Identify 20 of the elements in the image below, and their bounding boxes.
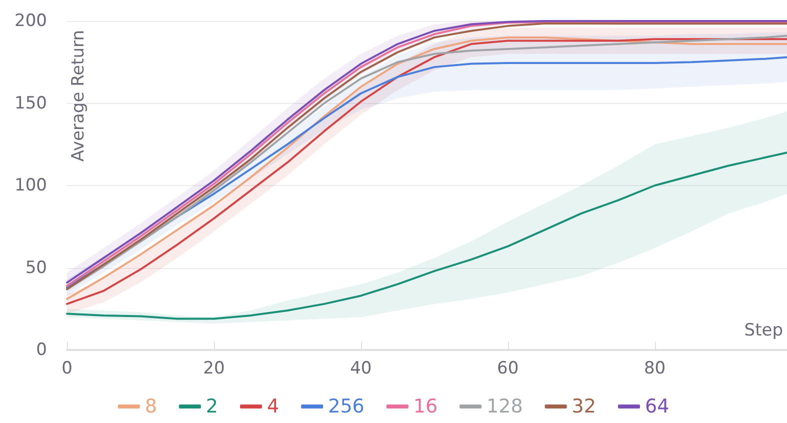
y-tick-label: 100	[14, 176, 47, 196]
y-tick-label: 50	[25, 258, 47, 278]
legend-label: 2	[206, 396, 218, 418]
x-tick-label: 40	[350, 358, 372, 378]
x-tick-label: 20	[203, 358, 225, 378]
x-axis-title: Step	[744, 320, 784, 340]
legend-label: 64	[644, 396, 670, 418]
y-axis-title: Average Return	[68, 30, 88, 162]
legend-label: 32	[572, 396, 596, 418]
y-tick-label: 150	[14, 93, 47, 114]
legend-label: 4	[267, 396, 280, 418]
y-tick-label: 0	[36, 340, 47, 360]
legend-label: 256	[328, 396, 364, 418]
x-tick-label: 80	[644, 358, 666, 378]
y-tick-label: 200	[14, 11, 47, 31]
x-tick-label: 60	[496, 358, 519, 378]
legend-label: 128	[486, 396, 523, 418]
x-tick-label: 0	[62, 358, 72, 378]
legend-label: 16	[413, 396, 438, 418]
legend-label: 8	[144, 396, 157, 418]
